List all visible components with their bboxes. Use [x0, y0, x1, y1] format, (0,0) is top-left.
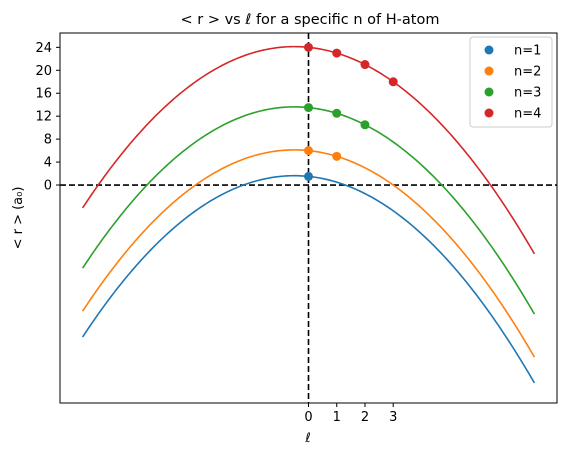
legend-marker-2 [484, 66, 494, 76]
legend-box [469, 36, 553, 128]
data-point-4-1 [304, 42, 313, 52]
data-point-2-2 [332, 151, 342, 161]
data-points [304, 42, 398, 181]
x-axis-label: ℓ [304, 431, 310, 446]
y-tick-label: 20 [35, 64, 52, 79]
reference-lines [60, 33, 557, 403]
legend-label-1: n=1 [514, 44, 541, 59]
y-tick-label: 8 [44, 133, 52, 148]
data-point-4-4 [388, 77, 398, 87]
y-axis-label: < r > (a₀) [11, 187, 26, 250]
legend-marker-1 [484, 45, 494, 55]
y-tick-label: 0 [44, 179, 52, 194]
data-point-1-1 [304, 171, 313, 181]
y-tick-label: 16 [35, 87, 52, 102]
data-point-3-2 [332, 108, 342, 118]
chart-title: < r > vs ℓ for a specific n of H-atom [181, 12, 440, 28]
legend: n=1 n=2 n=3 n=4 [469, 36, 553, 128]
x-tick-label: 1 [333, 410, 341, 425]
x-axis-ticks: 0 1 2 3 [304, 403, 397, 425]
data-point-3-3 [360, 120, 370, 130]
data-point-3-1 [304, 103, 313, 113]
legend-marker-3 [484, 87, 494, 97]
y-tick-label: 24 [35, 41, 52, 56]
x-tick-label: 0 [304, 410, 312, 425]
legend-label-4: n=4 [514, 107, 541, 122]
legend-marker-4 [484, 108, 494, 118]
y-tick-label: 12 [35, 110, 52, 125]
x-tick-label: 3 [389, 410, 397, 425]
y-tick-label: 4 [44, 156, 52, 171]
data-point-4-3 [360, 60, 370, 70]
legend-label-2: n=2 [514, 65, 541, 80]
y-axis-ticks: 0 4 8 12 16 20 24 [35, 41, 60, 194]
data-point-4-2 [332, 48, 342, 58]
legend-label-3: n=3 [514, 86, 541, 101]
x-tick-label: 2 [361, 410, 369, 425]
data-point-2-1 [304, 146, 313, 156]
